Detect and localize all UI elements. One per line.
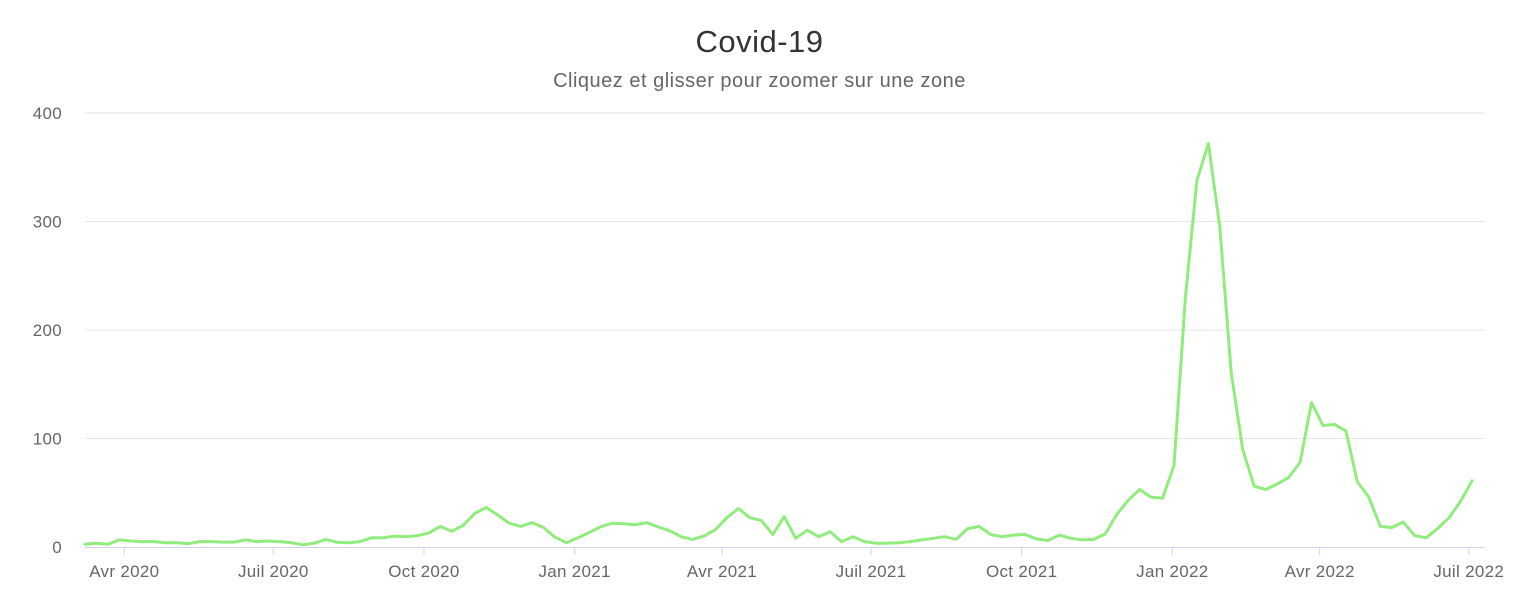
chart-title: Covid-19 bbox=[695, 24, 824, 59]
y-axis-label: 100 bbox=[33, 430, 62, 449]
x-axis-label: Juil 2020 bbox=[238, 562, 309, 581]
x-axis-label: Avr 2022 bbox=[1285, 562, 1355, 581]
y-axis-label: 200 bbox=[33, 321, 62, 340]
x-axis-label: Juil 2022 bbox=[1433, 562, 1504, 581]
chart-subtitle: Cliquez et glisser pour zoomer sur une z… bbox=[553, 70, 966, 92]
y-axis-label: 400 bbox=[33, 104, 62, 123]
x-axis-label: Avr 2020 bbox=[89, 562, 159, 581]
x-axis-label: Oct 2020 bbox=[388, 562, 459, 581]
x-axis-label: Juil 2021 bbox=[836, 562, 907, 581]
x-axis-label: Jan 2021 bbox=[538, 562, 610, 581]
x-axis-label: Avr 2021 bbox=[687, 562, 757, 581]
x-axis-label: Oct 2021 bbox=[986, 562, 1057, 581]
x-axis-label: Jan 2022 bbox=[1136, 562, 1208, 581]
series-line[interactable] bbox=[83, 141, 1474, 547]
y-axis-label: 0 bbox=[52, 538, 62, 557]
y-axis-label: 300 bbox=[33, 213, 62, 232]
